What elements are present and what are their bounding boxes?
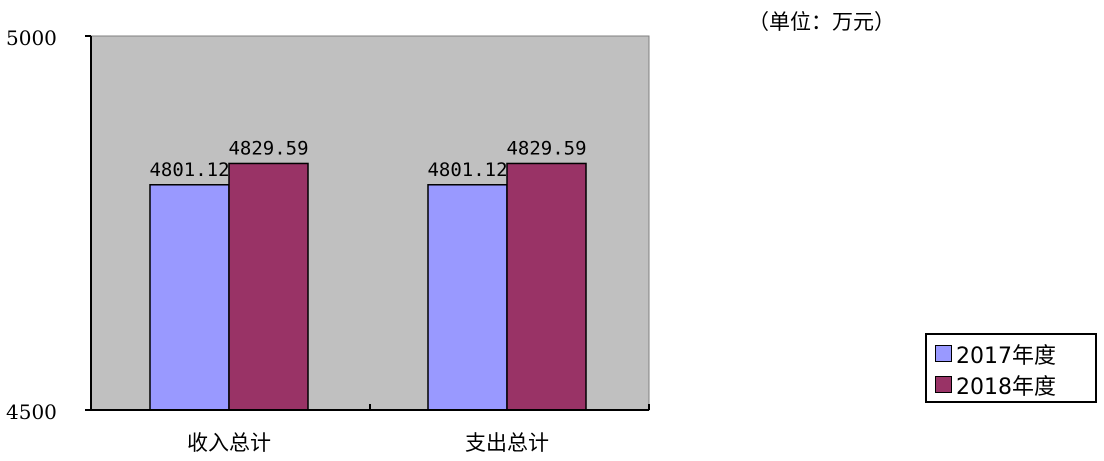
legend-item-2017: 2017年度: [935, 338, 1095, 369]
x-category-label-income: 收入总计: [187, 431, 271, 455]
legend-swatch-2018: [935, 376, 952, 393]
unit-label: （单位：万元）: [748, 10, 895, 34]
legend-label-2017: 2017年度: [956, 343, 1056, 369]
data-label-2018-expense: 4829.59: [506, 137, 586, 159]
bar-2017-expense: [427, 184, 508, 411]
bar-2017-income: [149, 184, 230, 411]
y-tick-label-max: 5000: [6, 26, 57, 50]
data-label-2018-income: 4829.59: [228, 137, 308, 159]
legend: 2017年度 2018年度: [925, 333, 1097, 403]
y-tick-label-min: 4500: [6, 400, 57, 424]
legend-label-2018: 2018年度: [956, 374, 1056, 400]
bar-2018-expense: [506, 162, 587, 411]
legend-swatch-2017: [935, 345, 952, 362]
bar-2018-income: [228, 162, 309, 411]
data-label-2017-income: 4801.12: [149, 159, 229, 181]
x-category-label-expense: 支出总计: [465, 431, 549, 455]
data-label-2017-expense: 4801.12: [427, 159, 507, 181]
legend-item-2018: 2018年度: [935, 369, 1095, 400]
